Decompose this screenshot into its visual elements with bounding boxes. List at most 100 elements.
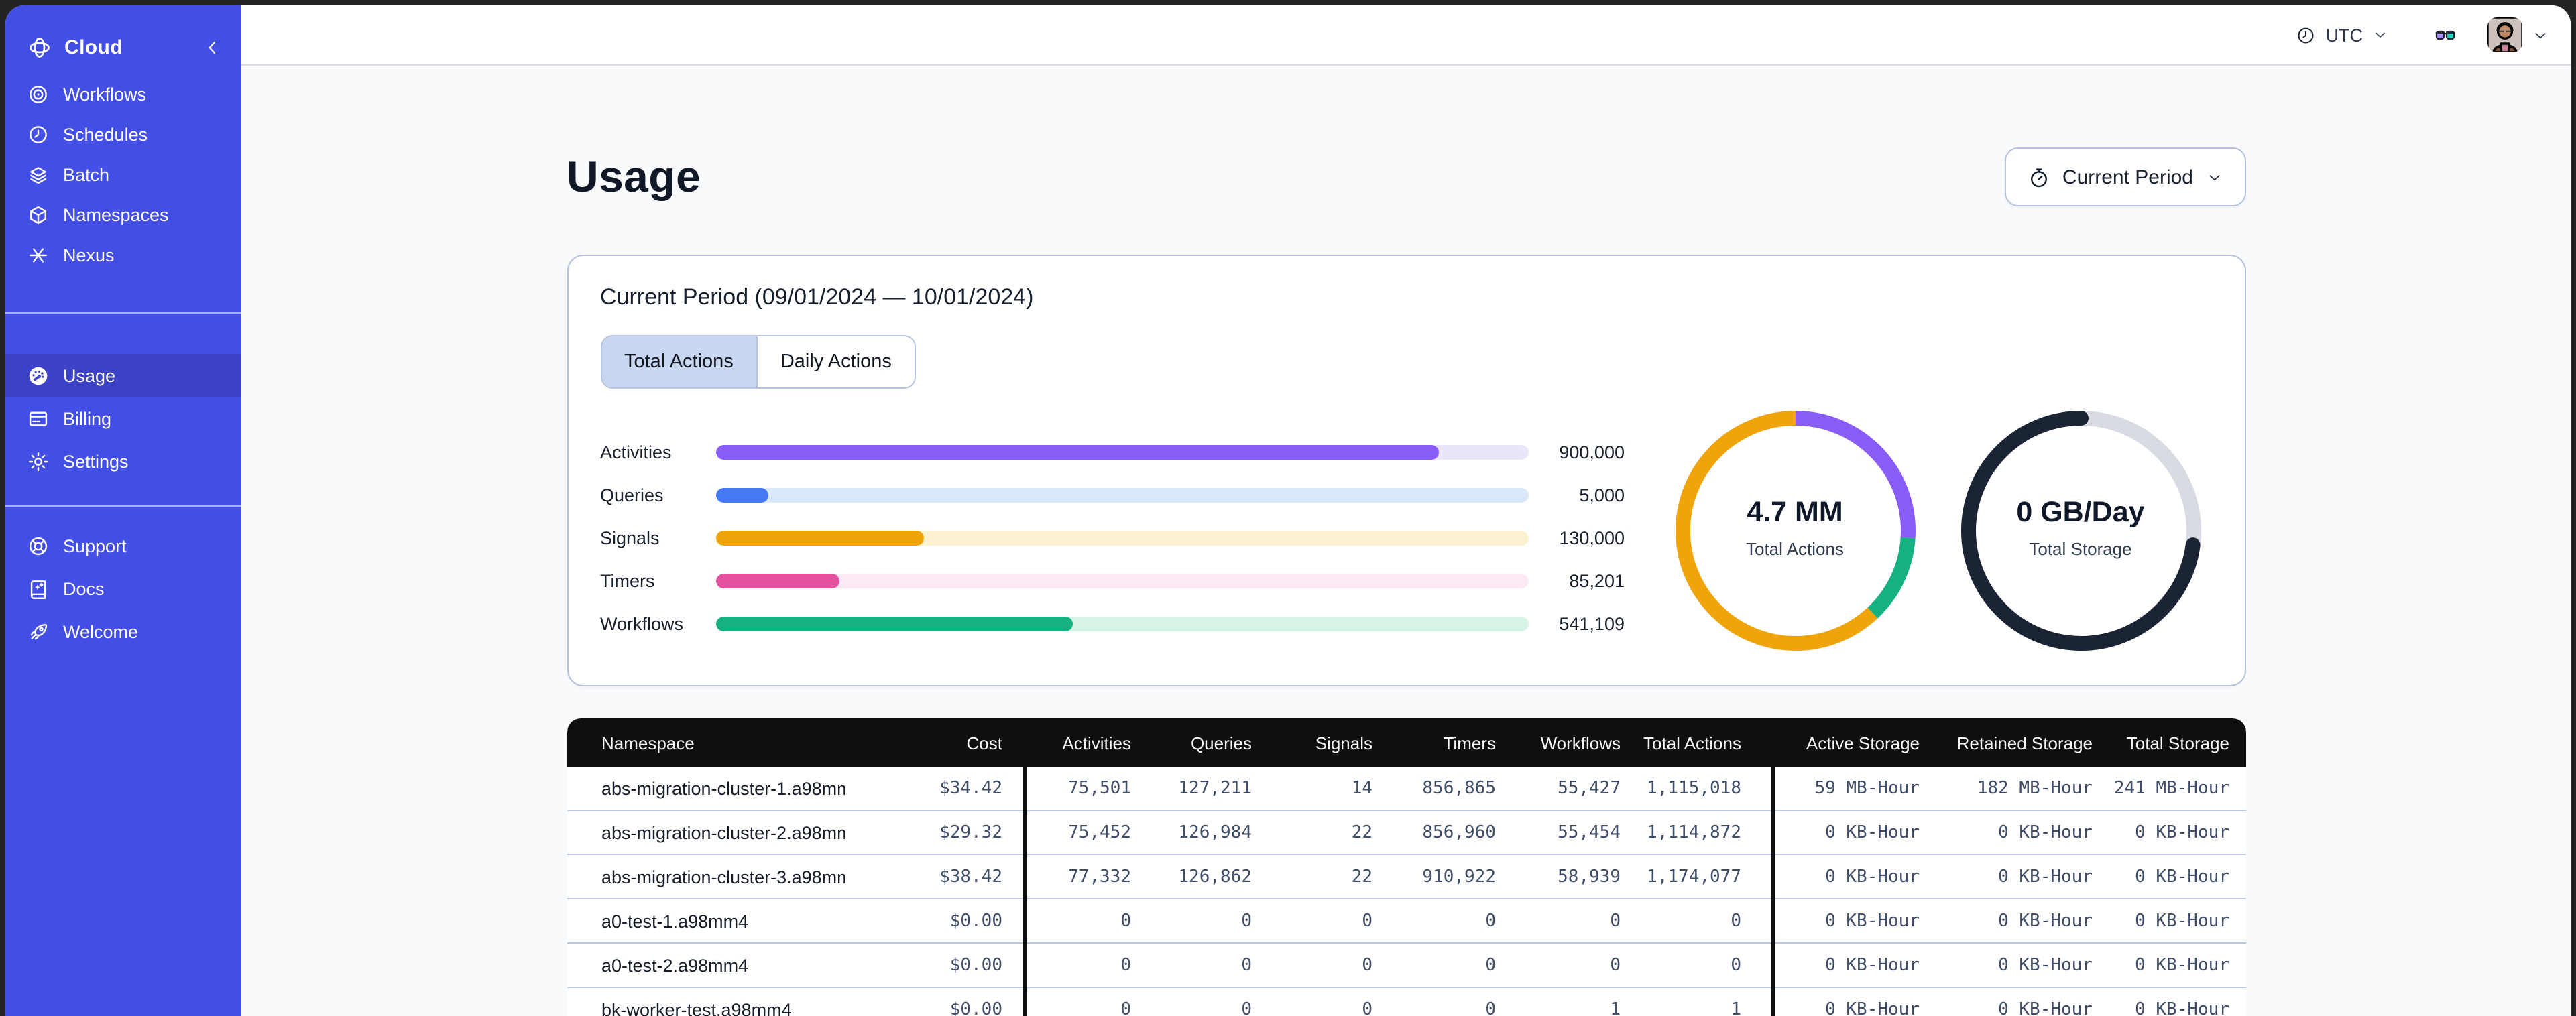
- value-cell: 0: [1241, 911, 1252, 931]
- value-cell: 55,427: [1558, 778, 1621, 798]
- sidebar-item-usage[interactable]: Usage: [5, 354, 241, 397]
- value-cell: 856,865: [1422, 778, 1496, 798]
- value-cell: 241 MB-Hour: [2113, 778, 2229, 798]
- value-cell: 126,862: [1178, 867, 1252, 887]
- bar-row-queries: Queries 5,000: [600, 473, 1625, 516]
- sidebar-item-support[interactable]: Support: [5, 524, 241, 567]
- value-cell: 1,115,018: [1647, 778, 1741, 798]
- value-cell: 0: [1120, 911, 1131, 931]
- column-header: Namespace: [601, 733, 695, 753]
- timezone-selector[interactable]: UTC: [2296, 25, 2389, 45]
- namespace-link[interactable]: abs-migration-cluster-1.a98mm4: [601, 778, 844, 798]
- table-row: a0-test-1.a98mm4 $0.00 0 0 0 0 0 0 0 KB-Hour 0 KB…: [567, 899, 2245, 944]
- sidebar-item-label: Schedules: [63, 124, 148, 144]
- sidebar-item-label: Workflows: [63, 84, 147, 104]
- value-cell: 1: [1731, 999, 1741, 1016]
- sidebar-item-workflows[interactable]: Workflows: [5, 74, 241, 114]
- table-header: Namespace Cost Activities Queries Signals Tim…: [567, 718, 2245, 767]
- value-cell: $29.32: [939, 822, 1002, 842]
- value-cell: 0: [1485, 955, 1496, 975]
- value-cell: 0: [1362, 955, 1372, 975]
- value-cell: 22: [1351, 867, 1372, 887]
- value-cell: 0 KB-Hour: [1998, 822, 2093, 842]
- sidebar-item-docs[interactable]: Docs: [5, 567, 241, 610]
- value-cell: 0 KB-Hour: [1825, 955, 1920, 975]
- sidebar-item-label: Docs: [63, 578, 105, 598]
- bar-label: Workflows: [600, 613, 684, 633]
- period-selector-button[interactable]: Current Period: [2004, 147, 2245, 206]
- bar-track: [715, 616, 1528, 631]
- value-cell: 75,452: [1068, 822, 1131, 842]
- column-group-divider: [1016, 718, 1035, 767]
- bar-track: [715, 444, 1528, 459]
- sidebar-collapse-icon[interactable]: [202, 37, 223, 57]
- value-cell: 1,174,077: [1647, 867, 1741, 887]
- value-cell: 0 KB-Hour: [1825, 822, 1920, 842]
- column-group-divider: [1016, 899, 1035, 944]
- column-group-divider: [1016, 811, 1035, 855]
- value-cell: 0 KB-Hour: [1998, 955, 2093, 975]
- namespace-cell: bk-worker-test.a98mm4: [567, 999, 844, 1016]
- donut-value: 4.7 MM: [1747, 495, 1843, 527]
- sidebar-nav: Workflows Schedules Batch Namespaces Nexus Us…: [5, 74, 241, 653]
- value-cell: 0 KB-Hour: [1998, 911, 2093, 931]
- usage-icon: [27, 364, 50, 387]
- sidebar-divider: [5, 312, 241, 314]
- sidebar-item-settings[interactable]: Settings: [5, 440, 241, 483]
- namespace-link[interactable]: a0-test-2.a98mm4: [601, 955, 749, 975]
- column-header: Total Storage: [2126, 733, 2229, 753]
- sidebar-item-welcome[interactable]: Welcome: [5, 610, 241, 653]
- app-window: Cloud Workflows Schedules Batch Namespaces N…: [5, 5, 2571, 1016]
- column-header: Activities: [1062, 733, 1131, 753]
- tab-total-actions[interactable]: Total Actions: [601, 336, 756, 387]
- column-header: Queries: [1190, 733, 1252, 753]
- value-cell: $0.00: [949, 955, 1002, 975]
- bar-track: [715, 487, 1528, 502]
- column-group-divider: [1757, 899, 1790, 944]
- sidebar-brand: Cloud: [5, 5, 241, 70]
- value-cell: 1,114,872: [1647, 822, 1741, 842]
- column-group-divider: [1757, 811, 1790, 855]
- sidebar-item-label: Settings: [63, 451, 129, 471]
- value-cell: 0: [1120, 999, 1131, 1016]
- bar-fill: [715, 573, 839, 588]
- page-title: Usage: [567, 151, 701, 201]
- usage-card-title: Current Period (09/01/2024 — 10/01/2024): [600, 284, 1034, 310]
- sidebar-item-nexus[interactable]: Nexus: [5, 235, 241, 275]
- namespace-link[interactable]: abs-migration-cluster-3.a98mm4: [601, 867, 844, 887]
- column-header: Workflows: [1540, 733, 1621, 753]
- account-menu-chevron-icon[interactable]: [2532, 26, 2549, 44]
- value-cell: 0 KB-Hour: [2135, 867, 2229, 887]
- column-group-divider: [1757, 944, 1790, 988]
- value-cell: 14: [1351, 778, 1372, 798]
- value-cell: 77,332: [1068, 867, 1131, 887]
- donut-value: 0 GB/Day: [2016, 495, 2145, 527]
- namespace-link[interactable]: bk-worker-test.a98mm4: [601, 999, 792, 1016]
- sidebar-item-label: Support: [63, 535, 127, 556]
- tab-daily-actions[interactable]: Daily Actions: [756, 336, 915, 387]
- value-cell: 0 KB-Hour: [2135, 955, 2229, 975]
- bar-label: Activities: [600, 442, 672, 462]
- namespace-cell: abs-migration-cluster-2.a98mm4: [567, 822, 844, 842]
- nexus-icon: [27, 243, 50, 266]
- namespace-link[interactable]: a0-test-1.a98mm4: [601, 911, 749, 931]
- sidebar-item-batch[interactable]: Batch: [5, 154, 241, 194]
- namespace-link[interactable]: abs-migration-cluster-2.a98mm4: [601, 822, 844, 842]
- avatar[interactable]: [2487, 17, 2522, 52]
- bar-value: 85,201: [1569, 570, 1625, 590]
- chevron-down-icon: [2205, 168, 2223, 186]
- table-body: abs-migration-cluster-1.a98mm4 $34.42 75,5…: [567, 767, 2245, 1016]
- value-cell: 1: [1610, 999, 1621, 1016]
- sidebar-item-schedules[interactable]: Schedules: [5, 114, 241, 154]
- value-cell: 126,984: [1178, 822, 1252, 842]
- glasses-icon[interactable]: [2428, 23, 2462, 46]
- bar-fill: [715, 530, 925, 545]
- value-cell: 75,501: [1068, 778, 1131, 798]
- sidebar-item-billing[interactable]: Billing: [5, 397, 241, 440]
- value-cell: 58,939: [1558, 867, 1621, 887]
- column-header: Total Actions: [1643, 733, 1741, 753]
- table-row: abs-migration-cluster-2.a98mm4 $29.32 75,4…: [567, 811, 2245, 855]
- column-header: Active Storage: [1806, 733, 1920, 753]
- sidebar-item-namespaces[interactable]: Namespaces: [5, 194, 241, 235]
